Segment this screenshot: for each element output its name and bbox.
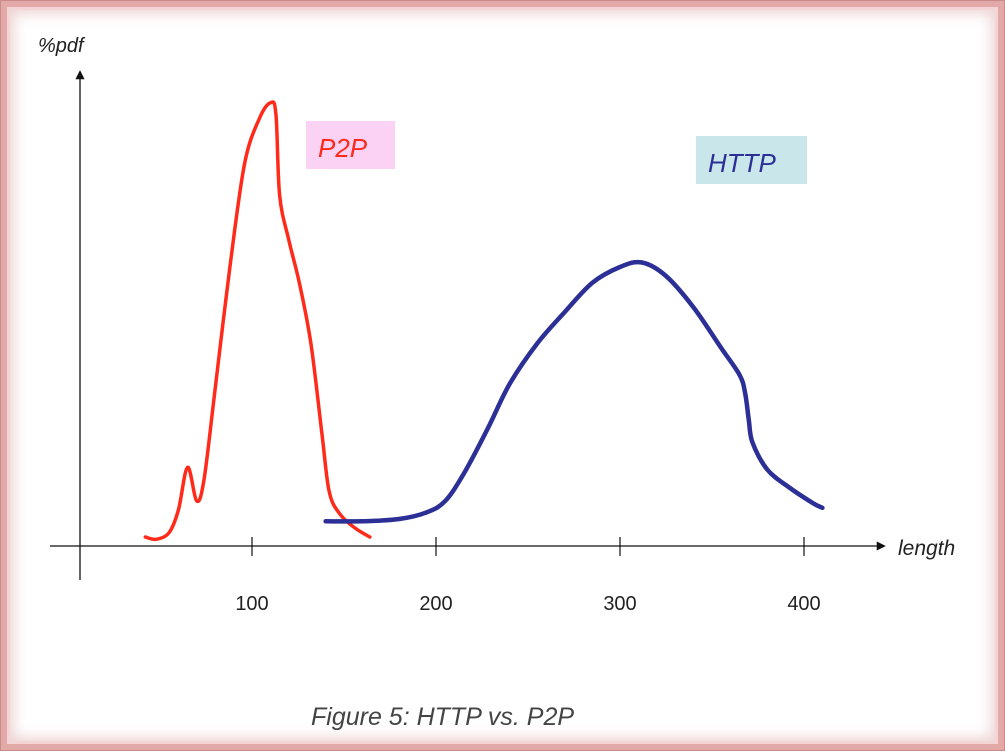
p2p-label-background — [306, 121, 395, 169]
p2p-series-label: P2P — [318, 133, 368, 163]
http-series-label: HTTP — [708, 148, 777, 178]
http-label-background — [696, 136, 807, 184]
x-axis-label: length — [898, 537, 955, 560]
x-tick-label: 400 — [787, 593, 820, 615]
x-tick-label: 200 — [419, 593, 452, 615]
series-lines — [143, 100, 825, 542]
x-tick-label: 100 — [235, 593, 268, 615]
x-ticks: 100 200 300 400 — [235, 537, 821, 615]
x-tick-label: 300 — [603, 593, 636, 615]
p2p-series-line — [143, 100, 372, 542]
figure-caption: Figure 5: HTTP vs. P2P — [311, 703, 574, 731]
y-axis-label: %pdf — [38, 35, 86, 57]
http-series-line — [323, 259, 825, 524]
